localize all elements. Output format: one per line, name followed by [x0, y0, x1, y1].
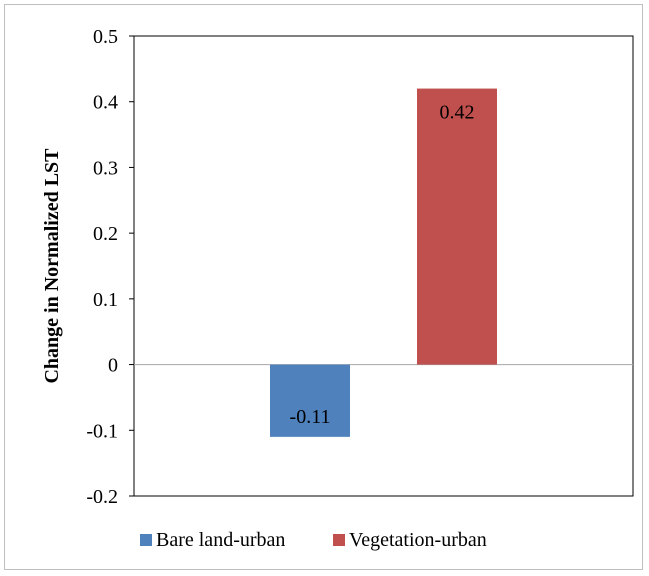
- y-tick-label: 0.1: [93, 289, 118, 311]
- y-axis-title: Change in Normalized LST: [41, 148, 63, 384]
- y-tick-label: 0.3: [93, 157, 118, 179]
- plot-border: [133, 35, 634, 497]
- bars: [270, 88, 497, 437]
- data-label: -0.11: [290, 406, 331, 428]
- y-tick-label: 0.5: [93, 26, 118, 48]
- data-label: 0.42: [440, 102, 475, 124]
- y-tick-label: -0.2: [86, 486, 118, 508]
- data-labels: -0.11 0.42: [290, 102, 475, 428]
- bar-vegetation-urban: [417, 88, 497, 365]
- legend-swatch-bare-land-urban: [140, 534, 152, 546]
- legend-label: Vegetation-urban: [349, 529, 487, 551]
- legend-label: Bare land-urban: [156, 529, 285, 551]
- plot-area: [133, 35, 634, 497]
- legend-swatch-vegetation-urban: [333, 534, 345, 546]
- y-tick-label: 0: [108, 355, 118, 377]
- y-tick-label: 0.4: [93, 92, 118, 114]
- y-tick-label: -0.1: [86, 420, 118, 442]
- y-axis-ticks: 0.5 0.4 0.3 0.2 0.1 0 -0.1 -0.2: [86, 26, 134, 508]
- legend: Bare land-urban Vegetation-urban: [140, 529, 487, 551]
- chart-frame: [4, 4, 643, 570]
- bar-bare-land-urban: [270, 364, 350, 437]
- y-tick-label: 0.2: [93, 223, 118, 245]
